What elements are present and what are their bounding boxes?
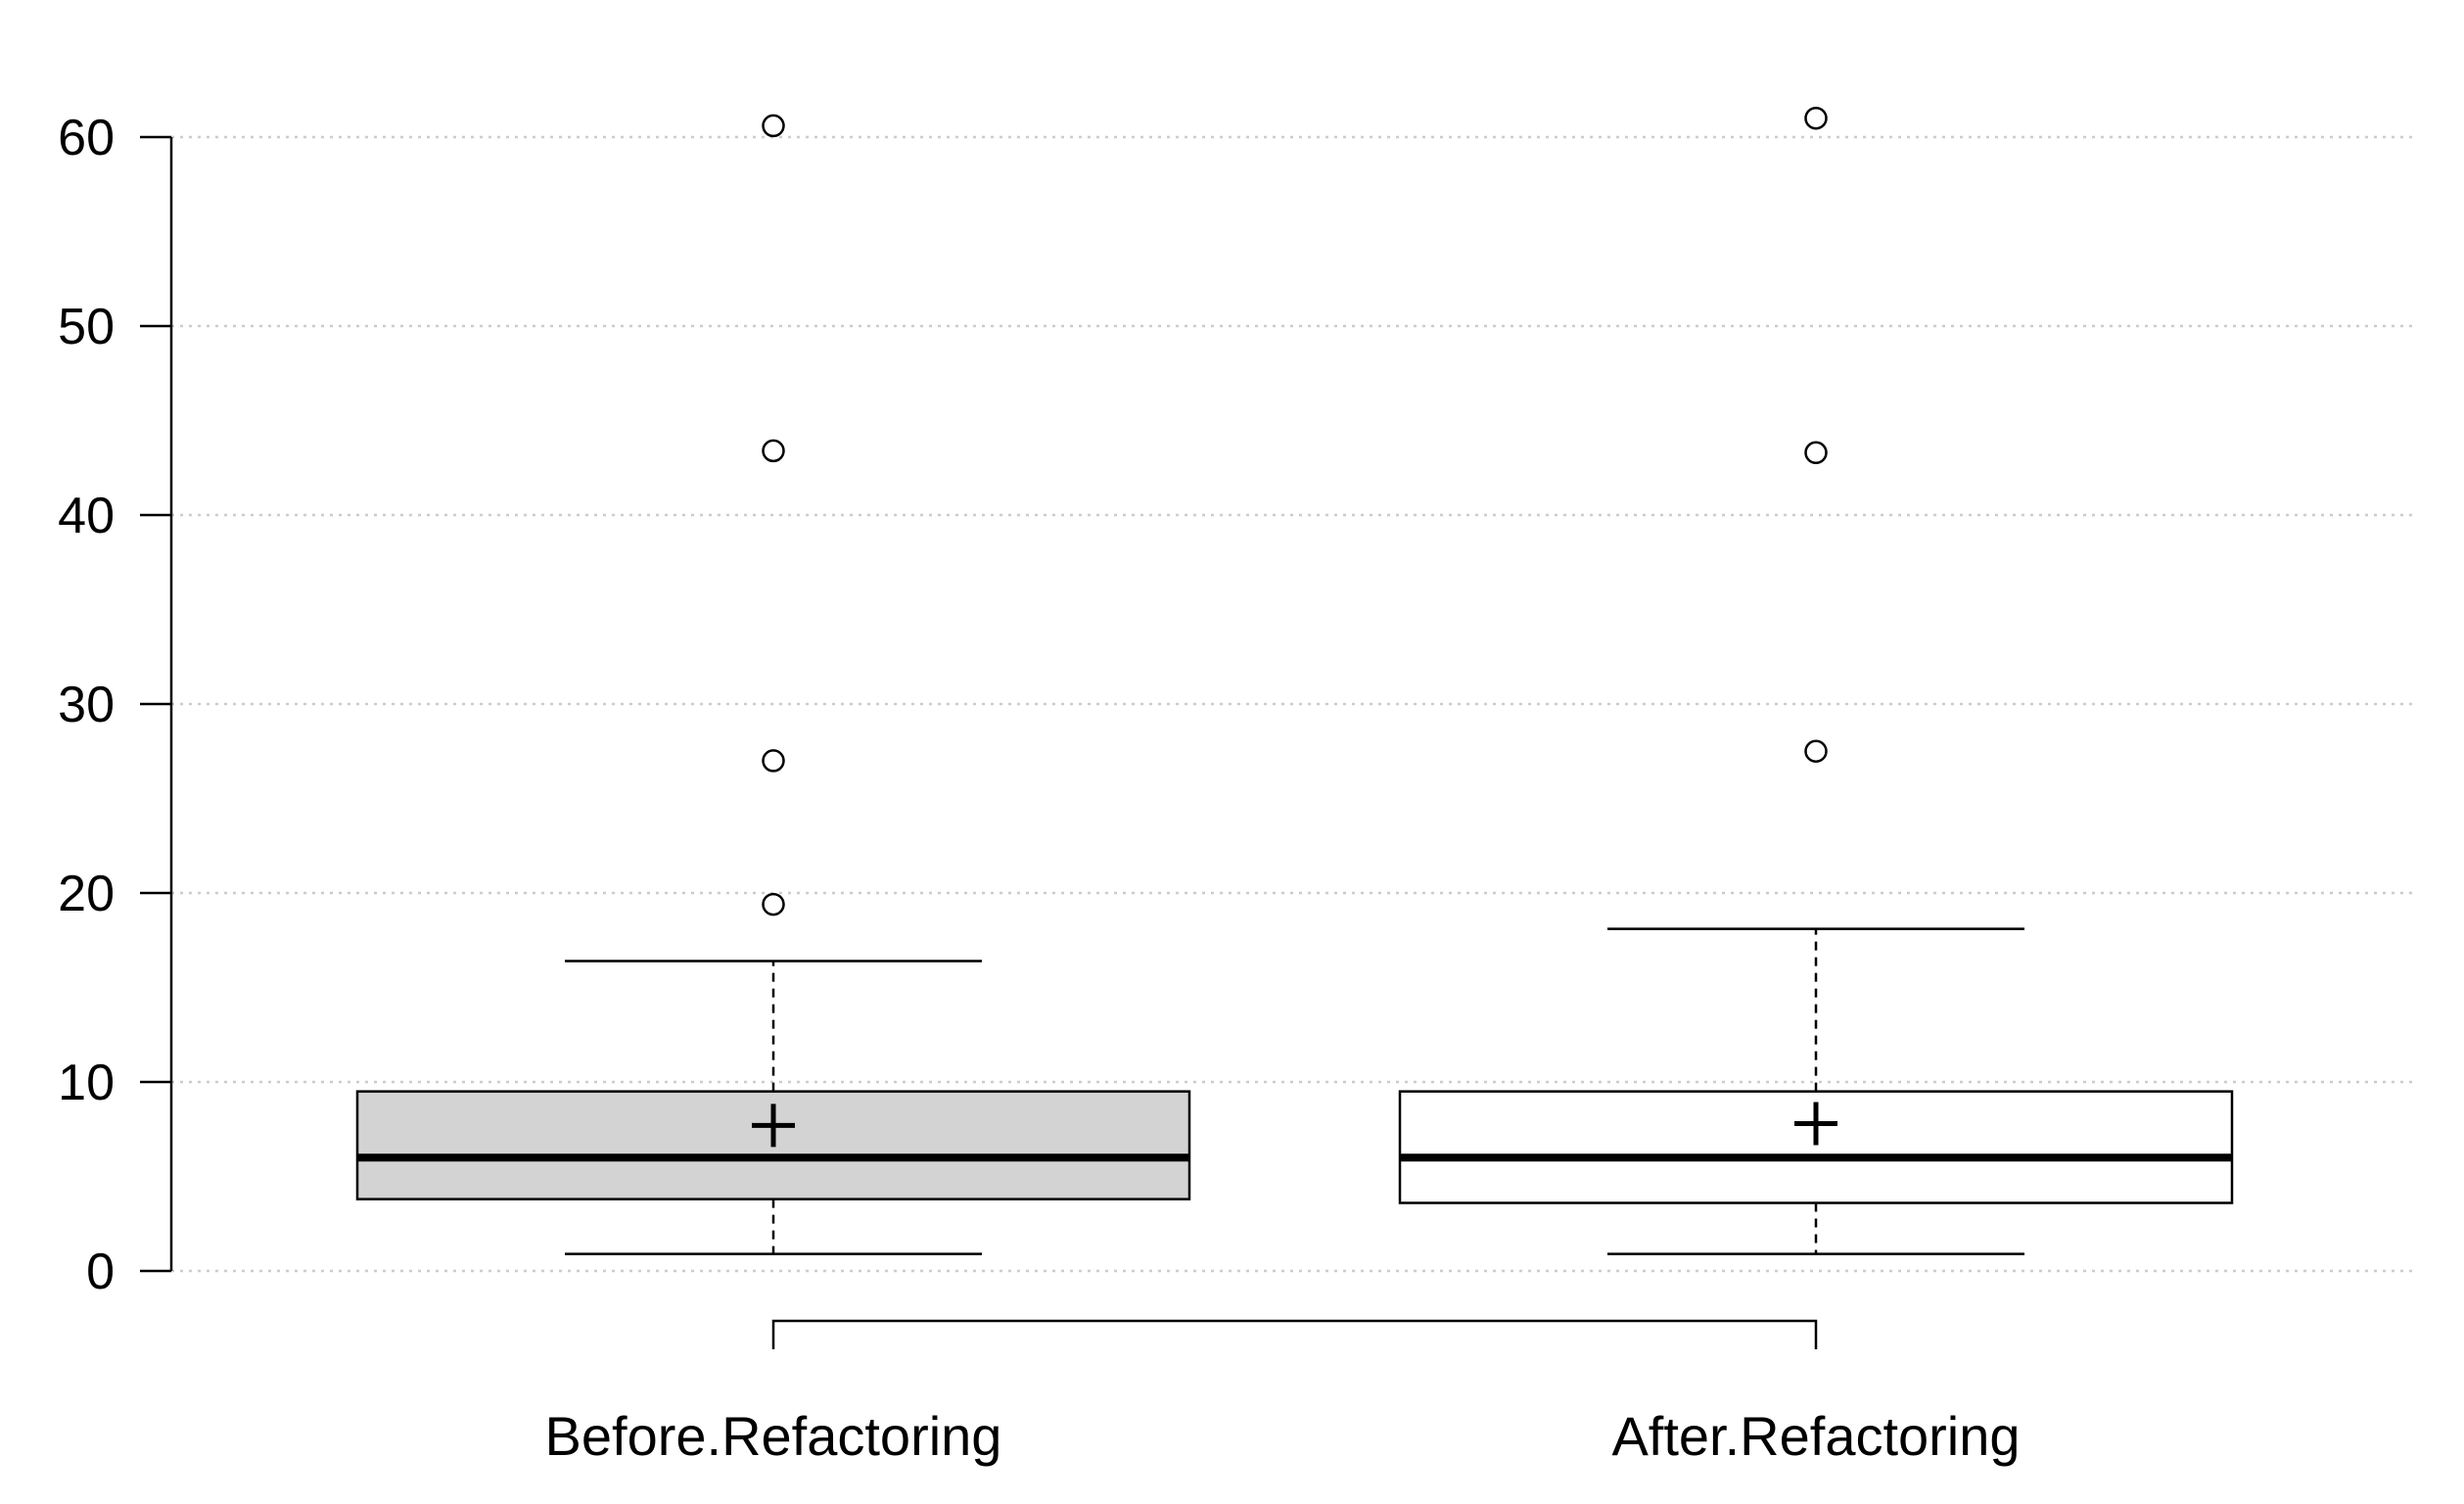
grid-layer bbox=[171, 135, 2413, 1273]
y-tick-label: 30 bbox=[58, 677, 115, 733]
box-iqr bbox=[1398, 1090, 2234, 1204]
outlier-point bbox=[1804, 739, 1828, 763]
y-tick-label: 20 bbox=[58, 866, 115, 922]
x-category-label: After.Refactoring bbox=[1611, 1405, 2020, 1467]
box-group bbox=[355, 114, 1191, 1255]
y-tick-label: 10 bbox=[58, 1055, 115, 1111]
comparison-bracket bbox=[771, 1319, 1818, 1349]
outlier-point bbox=[762, 114, 785, 138]
y-tick-label: 0 bbox=[86, 1244, 115, 1300]
outlier-point bbox=[1804, 441, 1828, 465]
x-axis-labels: Before.Refactoring After.Refactoring bbox=[545, 1405, 2021, 1467]
bracket-path bbox=[771, 1319, 1818, 1349]
outlier-point bbox=[762, 892, 785, 916]
outlier-point bbox=[762, 439, 785, 463]
y-tick-label: 40 bbox=[58, 488, 115, 544]
y-tick-label: 50 bbox=[58, 299, 115, 355]
boxes-layer bbox=[355, 106, 2234, 1255]
outlier-point bbox=[1804, 106, 1828, 130]
x-category-label: Before.Refactoring bbox=[545, 1405, 1002, 1467]
outlier-point bbox=[762, 749, 785, 773]
y-tick-label: 60 bbox=[58, 110, 115, 166]
y-axis: 0 10 20 30 40 50 60 bbox=[58, 110, 173, 1300]
box-group bbox=[1398, 106, 2234, 1255]
